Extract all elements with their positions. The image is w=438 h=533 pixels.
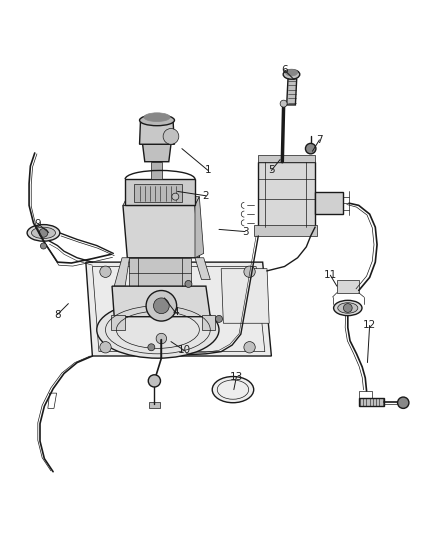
Polygon shape (48, 393, 57, 408)
Polygon shape (112, 286, 210, 317)
Polygon shape (140, 123, 174, 144)
Ellipse shape (140, 115, 174, 126)
Polygon shape (111, 314, 125, 330)
Text: 5: 5 (268, 165, 275, 175)
Circle shape (100, 266, 111, 277)
Ellipse shape (97, 302, 219, 358)
Polygon shape (151, 161, 162, 179)
Circle shape (163, 128, 179, 144)
Text: 9: 9 (35, 219, 41, 229)
Circle shape (398, 397, 409, 408)
Polygon shape (258, 161, 315, 227)
Polygon shape (125, 179, 195, 205)
Polygon shape (149, 402, 160, 408)
Text: 10: 10 (177, 345, 191, 356)
Circle shape (146, 290, 177, 321)
Ellipse shape (27, 224, 60, 241)
Circle shape (40, 243, 46, 249)
Circle shape (148, 375, 160, 387)
Polygon shape (221, 269, 269, 323)
Polygon shape (123, 197, 199, 205)
Polygon shape (254, 225, 317, 236)
Text: 7: 7 (316, 135, 323, 145)
Circle shape (343, 304, 352, 312)
Ellipse shape (286, 69, 297, 76)
Text: 8: 8 (54, 310, 61, 319)
Text: 6: 6 (281, 65, 288, 75)
Polygon shape (195, 258, 210, 280)
Text: 4: 4 (172, 308, 179, 317)
Circle shape (156, 333, 166, 344)
Polygon shape (359, 398, 384, 406)
Text: 11: 11 (324, 270, 337, 280)
Polygon shape (134, 184, 182, 203)
Text: 2: 2 (203, 191, 209, 201)
Circle shape (244, 266, 255, 277)
Text: 1: 1 (205, 165, 212, 175)
Polygon shape (114, 258, 130, 286)
Circle shape (100, 342, 111, 353)
Polygon shape (201, 314, 215, 330)
Circle shape (172, 193, 179, 200)
Ellipse shape (334, 300, 362, 316)
Circle shape (39, 229, 48, 237)
Polygon shape (315, 192, 343, 214)
Polygon shape (359, 391, 372, 398)
Circle shape (305, 143, 316, 154)
Polygon shape (143, 144, 171, 161)
Circle shape (280, 100, 287, 107)
Circle shape (244, 342, 255, 353)
Circle shape (185, 280, 192, 287)
Text: 12: 12 (363, 320, 376, 330)
Polygon shape (258, 155, 315, 161)
Polygon shape (123, 205, 199, 258)
Circle shape (148, 344, 155, 351)
Polygon shape (86, 262, 272, 356)
Ellipse shape (338, 303, 358, 313)
Ellipse shape (32, 227, 56, 239)
Circle shape (215, 316, 223, 322)
Ellipse shape (212, 376, 254, 403)
Polygon shape (337, 280, 359, 293)
Ellipse shape (144, 113, 170, 122)
Polygon shape (195, 197, 204, 258)
Ellipse shape (283, 70, 300, 79)
Text: 13: 13 (230, 372, 243, 382)
Polygon shape (287, 79, 297, 105)
Circle shape (153, 298, 169, 313)
Polygon shape (130, 258, 191, 286)
Text: 3: 3 (242, 227, 248, 237)
